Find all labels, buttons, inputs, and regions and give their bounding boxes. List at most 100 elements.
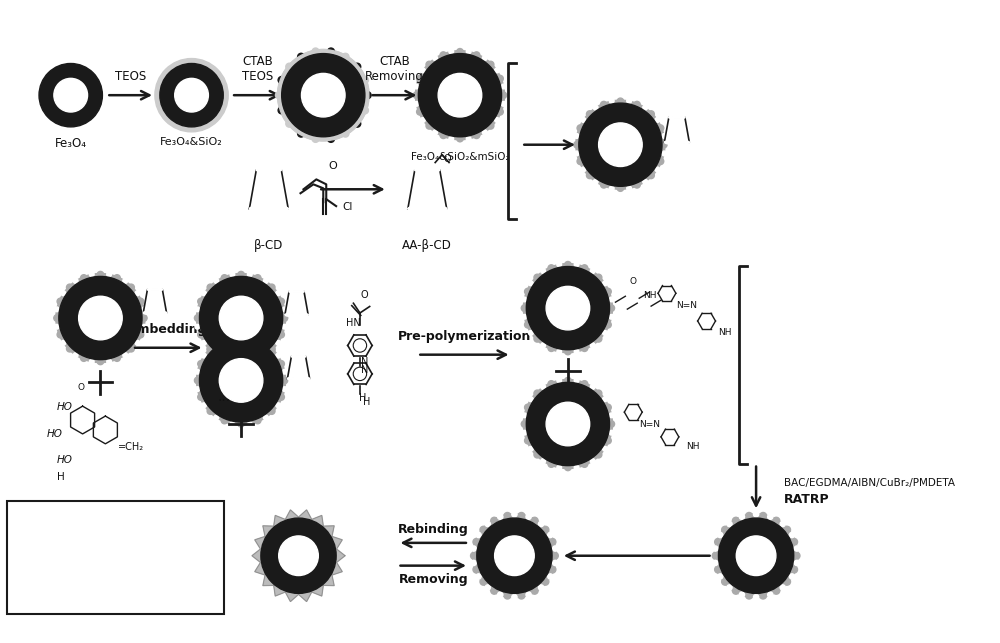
Circle shape — [440, 132, 447, 138]
Circle shape — [501, 102, 506, 106]
Circle shape — [114, 275, 120, 281]
Circle shape — [760, 592, 767, 599]
Circle shape — [362, 107, 368, 114]
Circle shape — [47, 606, 54, 613]
Circle shape — [773, 587, 780, 594]
Circle shape — [263, 278, 268, 284]
Circle shape — [202, 291, 206, 296]
Text: CTAB
Removing: CTAB Removing — [365, 55, 424, 84]
Circle shape — [268, 347, 275, 353]
Circle shape — [608, 305, 615, 311]
Circle shape — [207, 347, 214, 353]
Circle shape — [565, 464, 571, 471]
Circle shape — [135, 340, 140, 345]
Circle shape — [142, 324, 147, 329]
Circle shape — [230, 272, 235, 276]
Circle shape — [773, 517, 780, 524]
Text: HN: HN — [346, 318, 361, 328]
Circle shape — [52, 607, 57, 612]
Circle shape — [548, 461, 555, 467]
Circle shape — [298, 53, 305, 60]
Circle shape — [238, 271, 244, 278]
Circle shape — [541, 458, 546, 464]
Polygon shape — [287, 356, 310, 379]
Circle shape — [413, 92, 420, 98]
Circle shape — [590, 343, 595, 348]
Circle shape — [276, 340, 281, 345]
Text: β-CD: β-CD — [254, 239, 283, 252]
Polygon shape — [15, 513, 77, 573]
Circle shape — [577, 125, 584, 131]
Ellipse shape — [289, 290, 304, 293]
Circle shape — [55, 561, 62, 568]
Circle shape — [194, 315, 201, 322]
Circle shape — [603, 446, 607, 451]
Circle shape — [504, 592, 511, 599]
Text: BAC/EGDMA/AIBN/CuBr₂/PMDETA: BAC/EGDMA/AIBN/CuBr₂/PMDETA — [784, 478, 955, 489]
Ellipse shape — [664, 140, 689, 144]
Circle shape — [195, 386, 200, 392]
Circle shape — [557, 262, 562, 267]
Circle shape — [276, 291, 281, 296]
Circle shape — [449, 49, 454, 54]
Circle shape — [609, 98, 614, 104]
Circle shape — [175, 78, 208, 112]
Circle shape — [541, 385, 546, 389]
Circle shape — [789, 574, 795, 579]
Circle shape — [565, 377, 571, 384]
Text: N=N: N=N — [676, 301, 697, 310]
Circle shape — [531, 517, 538, 524]
Circle shape — [595, 390, 602, 397]
Circle shape — [97, 358, 104, 365]
Circle shape — [595, 274, 602, 281]
Circle shape — [590, 269, 595, 273]
Circle shape — [634, 102, 640, 108]
Circle shape — [548, 574, 553, 579]
Text: Fe₃O₄&SiO₂: Fe₃O₄&SiO₂ — [160, 137, 223, 147]
Circle shape — [590, 385, 595, 389]
Circle shape — [195, 324, 200, 329]
Circle shape — [482, 56, 487, 60]
Circle shape — [35, 607, 40, 612]
Circle shape — [593, 105, 598, 110]
Circle shape — [727, 521, 732, 527]
Circle shape — [214, 341, 219, 346]
Circle shape — [198, 361, 204, 367]
Circle shape — [60, 602, 65, 608]
Circle shape — [160, 64, 223, 127]
Circle shape — [603, 397, 607, 402]
Circle shape — [60, 563, 65, 568]
Text: HO: HO — [47, 429, 63, 439]
Circle shape — [549, 538, 556, 545]
Ellipse shape — [143, 311, 167, 314]
Polygon shape — [664, 118, 689, 142]
Circle shape — [525, 404, 531, 411]
Circle shape — [286, 120, 293, 127]
Circle shape — [107, 359, 112, 364]
Text: NH: NH — [643, 291, 657, 300]
Circle shape — [551, 552, 558, 559]
Circle shape — [590, 458, 595, 464]
Circle shape — [542, 578, 549, 585]
Circle shape — [342, 130, 349, 137]
Circle shape — [199, 276, 283, 359]
Circle shape — [609, 314, 614, 319]
Circle shape — [449, 136, 454, 141]
Circle shape — [534, 451, 541, 458]
Text: H: H — [359, 394, 367, 403]
Circle shape — [39, 64, 102, 127]
Circle shape — [278, 298, 284, 305]
Circle shape — [603, 331, 607, 335]
Circle shape — [18, 578, 23, 584]
Circle shape — [518, 512, 525, 520]
Circle shape — [655, 118, 660, 122]
Circle shape — [202, 353, 206, 358]
Circle shape — [67, 582, 74, 589]
Circle shape — [534, 390, 541, 397]
Circle shape — [553, 546, 558, 551]
Circle shape — [495, 118, 499, 122]
Circle shape — [574, 141, 580, 148]
Circle shape — [714, 514, 798, 597]
Circle shape — [438, 73, 482, 117]
Circle shape — [278, 394, 284, 401]
